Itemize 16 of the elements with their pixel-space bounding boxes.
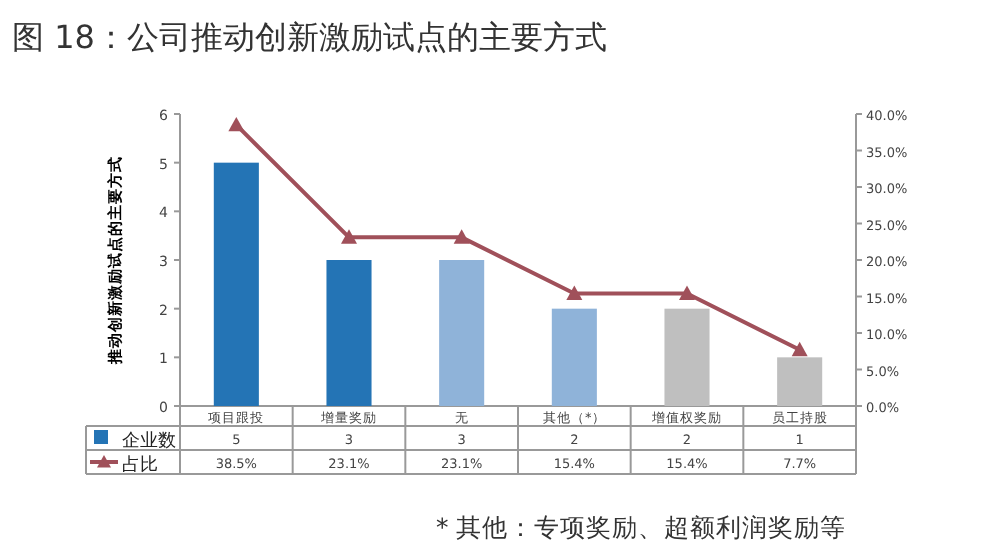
legend-label: 企业数 (122, 430, 176, 452)
bar (551, 308, 597, 406)
text: * 其他：专项奖励、超额利润奖励等 (436, 512, 847, 542)
bar (439, 260, 485, 406)
point (791, 341, 808, 357)
bar (213, 162, 259, 406)
legend-label: 占比 (122, 454, 158, 476)
bar (326, 260, 372, 406)
point (341, 229, 357, 244)
bar (664, 308, 710, 406)
point (566, 285, 583, 300)
point (228, 116, 245, 132)
bar (777, 357, 823, 406)
point (453, 229, 470, 244)
chart-title: 图 18：公司推动创新激励试点的主要方式 (12, 18, 607, 56)
point (679, 285, 695, 300)
